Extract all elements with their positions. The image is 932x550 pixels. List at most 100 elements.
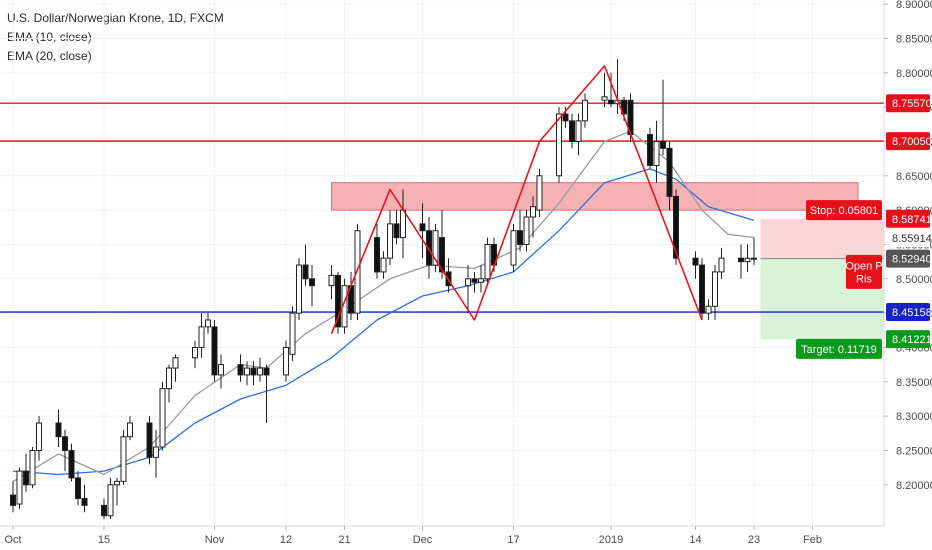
candle [718,247,725,279]
candle [237,354,244,382]
candle [205,313,211,334]
candle-up [153,446,159,458]
candle [257,357,263,382]
price-tag-dark [886,249,930,268]
chart-legend: U.S. Dollar/Norwegian Krone, 1D, FXCM EM… [7,9,224,66]
candle-down [647,134,653,166]
x-tick-label: Nov [205,534,225,546]
candle [263,364,270,423]
candle-up [575,120,582,142]
candle-up [289,312,296,355]
candle-down [10,494,16,506]
candle [159,381,166,451]
candle-up [510,230,517,266]
price-tag-dark-text: 8.52940 [892,254,932,266]
candle-up [107,484,114,517]
candle-up [328,274,335,287]
candle [16,467,23,509]
support-price-tag-text: 8.45158 [892,307,932,319]
candle-up [127,422,133,438]
target-label [796,338,882,359]
candle-down [237,364,244,376]
candle [283,340,289,382]
y-tick-label: 8.65000 [896,171,932,183]
candle-up [478,278,484,283]
target-label-text: Target: 0.11719 [801,344,877,356]
y-tick-label: 8.30000 [896,411,932,423]
candle-down [101,504,107,517]
candle [738,244,744,279]
candle-up [36,422,42,451]
candle [107,477,114,520]
horizontal-lines [0,102,884,313]
candle [250,361,257,386]
candle-up [387,223,393,259]
candle [647,127,653,169]
candles [10,59,757,520]
candle-down [562,113,569,122]
candle-down [608,99,614,105]
candle [55,409,62,448]
stop-area [760,218,884,259]
x-tick-label: Feb [803,534,822,546]
ema-lines [12,130,755,482]
candle [751,237,757,266]
candle [536,168,543,217]
candle-down [393,223,400,239]
x-tick-label: 12 [280,534,292,546]
candle-down [75,477,81,500]
candle [426,216,432,279]
candle [10,481,16,513]
candle-up [29,449,36,486]
candle [653,120,660,183]
candle-down [751,257,757,260]
candle [582,93,588,128]
candle-down [426,230,432,266]
y-tick-label: 8.25000 [896,445,932,457]
candle [153,429,159,478]
candle-up [159,388,166,448]
candle [432,223,439,272]
candle-down [146,422,153,458]
y-tick-label: 8.85000 [896,33,932,45]
candle-up [601,96,608,101]
candle-up [556,113,562,177]
resistance-zone [331,182,859,211]
candle-down [660,140,666,149]
candle [81,484,88,513]
candle-down [517,230,523,245]
price-tag-green-text: 8.41221 [892,334,932,346]
legend-ema10: EMA (10, close) [7,30,92,44]
candle [569,113,575,149]
candle [354,223,361,320]
candle-up [283,346,289,376]
candle [289,306,296,362]
candle [699,258,705,320]
candle-down [699,264,705,314]
candle-down [692,257,699,266]
candle [387,210,393,266]
candle [692,251,699,279]
ema20-line [12,168,755,476]
candle-down [374,237,380,273]
candle-up [218,364,224,376]
candle [120,429,127,485]
candle [192,340,198,369]
candle-up [582,99,588,122]
candle [62,429,68,472]
y-tick-label: 8.90000 [896,0,932,11]
candle-up [114,480,120,486]
x-tick-label: Dec [413,534,433,546]
candle-up [653,140,660,166]
price-tags: 8.75570 8.70050 8.45158 8.52940 8.55914 8.587… [796,94,932,359]
x-tick-label: 15 [98,534,110,546]
candle [75,471,81,506]
candle-down [250,367,257,376]
candle-up [530,206,536,218]
resistance-price-tag [886,94,930,113]
candle-down [211,326,218,376]
stop-label [806,200,882,221]
stop-label-text: Stop: 0.05801 [810,205,879,217]
candle-down [621,99,627,115]
